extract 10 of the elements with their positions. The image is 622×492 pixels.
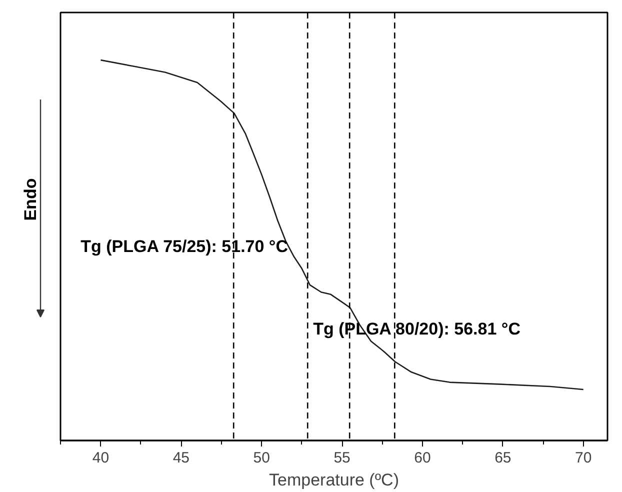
x-axis-title: Temperature (ºC) — [269, 470, 399, 490]
x-tick-label: 50 — [253, 450, 270, 466]
x-tick-label: 65 — [494, 450, 512, 466]
x-tick-label: 55 — [334, 450, 350, 466]
y-axis-title: Endo — [21, 178, 40, 221]
x-tick-label: 45 — [172, 450, 190, 466]
x-tick-label: 40 — [92, 450, 110, 466]
x-tick-label: 60 — [414, 450, 431, 466]
x-tick-label: 70 — [575, 450, 592, 466]
annotation: Tg (PLGA 75/25): 51.70 °C — [80, 236, 288, 256]
